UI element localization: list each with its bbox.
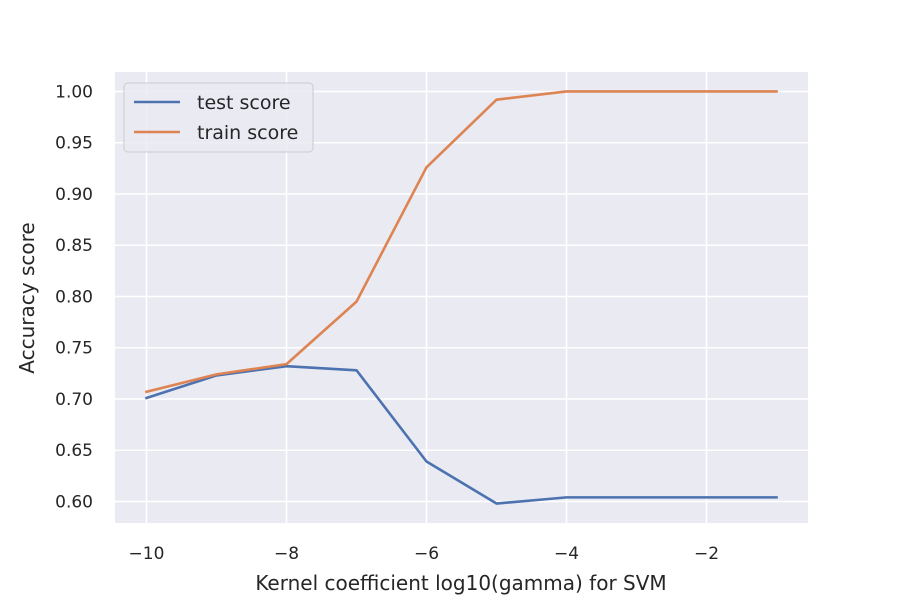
y-tick-label: 0.85 (55, 236, 93, 256)
y-tick-label: 1.00 (55, 82, 93, 102)
x-tick-label: −4 (554, 544, 579, 564)
legend: test score train score (123, 82, 314, 153)
y-tick-label: 0.95 (55, 134, 93, 154)
y-tick-label: 0.90 (55, 185, 93, 205)
series-layer (144, 90, 778, 505)
legend-label: train score (197, 122, 298, 144)
legend-label: test score (197, 92, 291, 114)
legend-box (123, 82, 314, 153)
series-line-test-score (144, 364, 778, 505)
y-axis-label: Accuracy score (15, 222, 39, 373)
x-tick-labels: −10 −8 −6 −4 −2 (129, 544, 719, 564)
x-tick-label: −6 (414, 544, 439, 564)
x-tick-label: −8 (274, 544, 299, 564)
y-tick-label: 0.70 (55, 390, 93, 410)
series-line-train-score (144, 90, 778, 394)
y-tick-label: 0.80 (55, 287, 93, 307)
y-tick-label: 0.75 (55, 339, 93, 359)
y-gridlines (115, 90, 808, 503)
y-tick-labels: 0.60 0.65 0.70 0.75 0.80 0.85 0.90 0.95 1.00 (55, 82, 93, 512)
x-tick-label: −2 (694, 544, 719, 564)
y-tick-label: 0.65 (55, 441, 93, 461)
x-axis-label: Kernel coefficient log10(gamma) for SVM (255, 571, 666, 595)
y-tick-label: 0.60 (55, 492, 93, 512)
x-tick-label: −10 (129, 544, 165, 564)
